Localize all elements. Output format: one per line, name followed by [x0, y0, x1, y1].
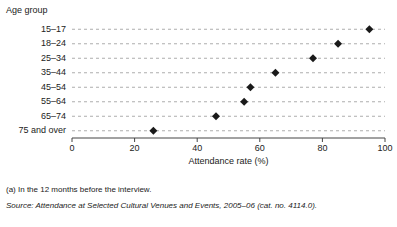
dot-marker	[365, 25, 373, 33]
chart: Age group 15–17 18–24 25–34 35–44 45–54 55–64 6…	[0, 0, 397, 227]
dot-marker	[246, 83, 254, 91]
plot-area	[72, 25, 385, 135]
guide-line	[72, 116, 385, 117]
y-tick-label: 65–74	[41, 111, 66, 121]
footnote: Source: Attendance at Selected Cultural …	[6, 201, 317, 210]
x-tick	[197, 138, 198, 142]
dot-marker	[309, 54, 317, 62]
y-tick-label: 35–44	[41, 67, 66, 77]
footnote: (a) In the 12 months before the intervie…	[6, 185, 151, 194]
y-tick-label: 25–34	[41, 53, 66, 63]
guide-line	[72, 72, 385, 73]
x-tick	[134, 138, 135, 142]
x-tick	[259, 138, 260, 142]
x-tick	[72, 138, 73, 142]
x-axis-title: Attendance rate (%)	[188, 156, 268, 166]
guide-line	[72, 101, 385, 102]
x-axis-line	[72, 138, 385, 139]
guide-line	[72, 87, 385, 88]
y-tick-label: 15–17	[41, 24, 66, 34]
guide-line	[72, 29, 385, 30]
y-tick-label: 45–54	[41, 82, 66, 92]
y-axis-title: Age group	[6, 5, 48, 15]
dot-marker	[149, 127, 157, 135]
guide-line	[72, 130, 385, 131]
x-tick-label: 60	[255, 143, 265, 153]
x-tick-label: 80	[317, 143, 327, 153]
x-tick-label: 0	[69, 143, 74, 153]
x-tick-label: 20	[130, 143, 140, 153]
guide-line	[72, 58, 385, 59]
y-tick-label: 75 and over	[18, 125, 66, 135]
x-tick-label: 100	[377, 143, 392, 153]
dot-marker	[240, 98, 248, 106]
dot-marker	[271, 69, 279, 77]
x-tick-label: 40	[192, 143, 202, 153]
x-tick	[385, 138, 386, 142]
y-tick-label: 18–24	[41, 38, 66, 48]
dot-marker	[212, 112, 220, 120]
x-tick	[322, 138, 323, 142]
y-tick-label: 55–64	[41, 96, 66, 106]
dot-marker	[334, 40, 342, 48]
